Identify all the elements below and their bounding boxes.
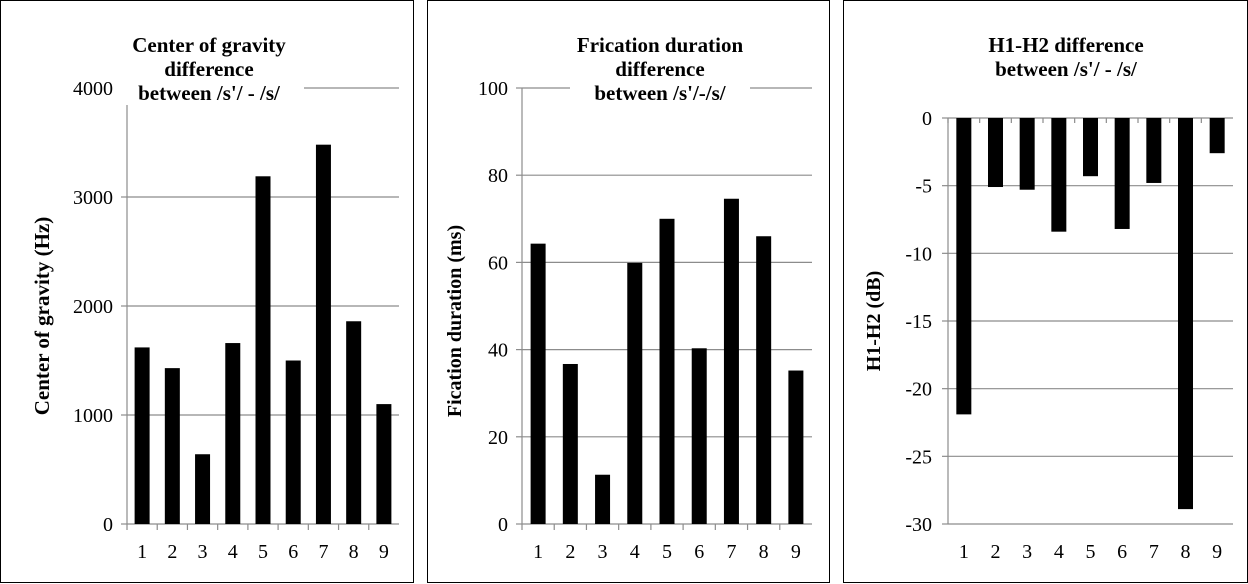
x-tick-label: 5 <box>662 541 672 563</box>
y-tick-label: 0 <box>922 108 932 130</box>
bar-1 <box>956 118 972 415</box>
chart-title-line: difference <box>615 57 704 81</box>
chart-title-backdrop <box>966 33 1166 57</box>
bar-8 <box>756 236 772 525</box>
bar-4 <box>627 262 643 524</box>
chart-frication-duration: 0 20 40 60 80 100 1 2 3 4 5 6 7 8 9 Frication durationd… <box>444 33 812 563</box>
x-tick-label: 4 <box>228 541 238 563</box>
x-tick-label: 8 <box>349 541 359 563</box>
bar-1 <box>134 347 150 524</box>
chart-title-line: H1-H2 difference <box>988 33 1143 57</box>
y-tick-label: 60 <box>488 252 508 274</box>
x-tick-label: 6 <box>694 541 704 563</box>
bar-5 <box>255 176 271 525</box>
chart-title-backdrop <box>149 57 269 81</box>
y-axis-label: Center of gravity (Hz) <box>30 217 54 415</box>
bar-6 <box>1114 118 1130 229</box>
chart-h1-h2: -30 -25 -20 -15 -10 -5 0 1 2 3 4 5 6 7 8 9 H1-H2 differe… <box>863 33 1233 563</box>
x-tick-label: 4 <box>630 541 640 563</box>
y-tick-label: -25 <box>905 446 932 468</box>
x-tick-label: 9 <box>379 541 389 563</box>
chart-title-backdrop <box>114 81 304 105</box>
chart-title-backdrop <box>600 57 720 81</box>
x-tick-label: 9 <box>1212 541 1222 563</box>
x-tick-label: 1 <box>137 541 147 563</box>
bar-5 <box>659 218 675 525</box>
bar-4 <box>225 343 241 524</box>
y-tick-label: 3000 <box>73 187 113 209</box>
y-axis-label: H1-H2 (dB) <box>863 271 885 372</box>
bar-3 <box>195 454 211 524</box>
chart-title-line: between /s'/-/s/ <box>594 81 726 105</box>
y-tick-label: -5 <box>915 176 932 198</box>
y-tick-label: 20 <box>488 427 508 449</box>
chart-title-backdrop <box>966 57 1166 81</box>
x-tick-label: 3 <box>198 541 208 563</box>
bar-8 <box>1178 118 1193 510</box>
chart-title-backdrop <box>570 81 750 105</box>
x-tick-label: 2 <box>565 541 575 563</box>
chart-panel-frication-duration: 0 20 40 60 80 100 1 2 3 4 5 6 7 8 9 Frication duration d… <box>427 0 830 583</box>
y-tick-label: 0 <box>498 514 508 536</box>
bar-9 <box>1209 118 1225 154</box>
y-tick-label: 80 <box>488 165 508 187</box>
bar-7 <box>315 144 331 524</box>
bar-7 <box>723 198 739 524</box>
x-tick-label: 5 <box>1086 541 1096 563</box>
chart-center-of-gravity: 0 1000 2000 3000 4000 1 2 3 4 5 6 7 8 9 Center of grav… <box>30 33 399 563</box>
chart-title-line: between /s'/ - /s/ <box>995 57 1138 81</box>
bar-6 <box>691 348 707 524</box>
x-tick-label: 3 <box>598 541 608 563</box>
x-tick-label: 6 <box>288 541 298 563</box>
x-tick-label: 9 <box>791 541 801 563</box>
bar-5 <box>1083 118 1098 177</box>
y-tick-label: -20 <box>905 379 932 401</box>
y-tick-label: 1000 <box>73 405 113 427</box>
x-tick-label: 1 <box>533 541 543 563</box>
y-tick-label: -30 <box>905 514 932 536</box>
bar-2 <box>562 363 578 524</box>
x-tick-label: 7 <box>1149 541 1159 563</box>
y-tick-label: -10 <box>905 243 932 265</box>
chart-panel-h1-h2: -30 -25 -20 -15 -10 -5 0 1 2 3 4 5 6 7 8 9 H1-H2 differe… <box>843 0 1248 583</box>
y-tick-label: 0 <box>103 514 113 536</box>
bar-2 <box>164 368 180 524</box>
bar-4 <box>1051 118 1067 232</box>
bar-1 <box>530 243 546 525</box>
y-axis-label: Fication duration (ms) <box>444 225 466 417</box>
chart-title-line: between /s'/ - /s/ <box>138 81 281 105</box>
bar-6 <box>285 360 301 524</box>
x-tick-label: 4 <box>1054 541 1064 563</box>
x-tick-label: 1 <box>959 541 969 563</box>
y-tick-label: 40 <box>488 340 508 362</box>
y-tick-label: 100 <box>478 78 508 100</box>
chart-title-line: difference <box>164 57 253 81</box>
bar-2 <box>988 118 1003 188</box>
chart-title-line: Frication duration <box>577 33 744 57</box>
chart-title-backdrop <box>114 33 304 57</box>
bar-9 <box>788 370 804 524</box>
x-tick-label: 8 <box>759 541 769 563</box>
bar-3 <box>595 474 611 524</box>
x-tick-label: 3 <box>1022 541 1032 563</box>
bar-8 <box>346 321 362 524</box>
x-tick-label: 8 <box>1181 541 1191 563</box>
bar-7 <box>1146 118 1162 183</box>
chart-panel-center-of-gravity: 0 1000 2000 3000 4000 1 2 3 4 5 6 7 8 9 Center of grav… <box>0 0 414 583</box>
y-tick-label: 4000 <box>73 78 113 100</box>
x-tick-label: 6 <box>1117 541 1127 563</box>
x-tick-label: 5 <box>258 541 268 563</box>
chart-title-backdrop <box>560 33 760 57</box>
bar-3 <box>1019 118 1035 190</box>
x-tick-label: 2 <box>991 541 1001 563</box>
x-tick-label: 7 <box>726 541 736 563</box>
x-tick-label: 7 <box>318 541 328 563</box>
y-tick-label: -15 <box>905 311 932 333</box>
x-tick-label: 2 <box>167 541 177 563</box>
bar-9 <box>376 404 392 524</box>
y-tick-label: 2000 <box>73 296 113 318</box>
chart-title-line: Center of gravity <box>132 33 286 57</box>
